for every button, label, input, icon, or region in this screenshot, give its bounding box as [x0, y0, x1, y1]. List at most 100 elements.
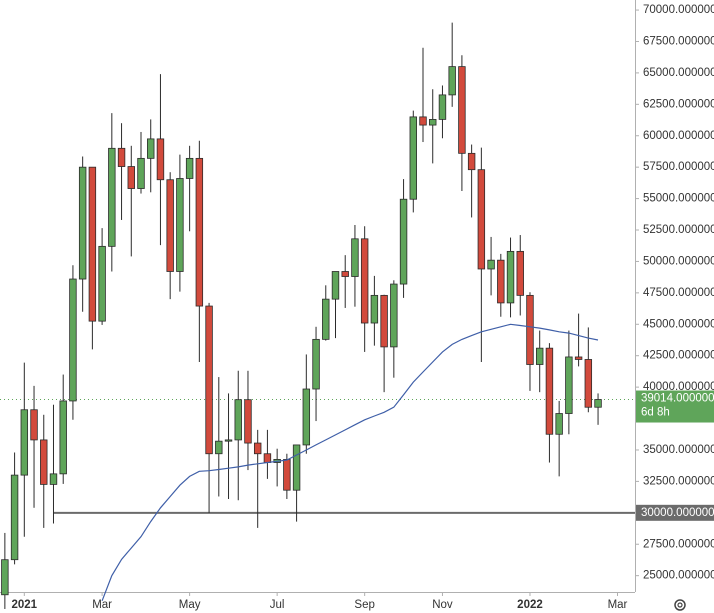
candle: [322, 285, 330, 341]
candle: [147, 119, 155, 193]
candle-body: [565, 356, 573, 414]
candle: [341, 255, 349, 308]
moving-average: [101, 323, 599, 602]
candle: [234, 370, 242, 501]
settings-icon[interactable]: [674, 599, 686, 611]
candle-body: [40, 439, 48, 485]
candle: [555, 400, 563, 477]
candle-body: [555, 413, 563, 435]
candle: [574, 313, 583, 367]
candle: [477, 147, 486, 362]
candle-body: [322, 298, 330, 340]
candle-body: [108, 147, 116, 247]
y-tick-label: 50000.000000: [643, 255, 714, 267]
candle: [535, 330, 544, 393]
candle-body: [263, 453, 272, 463]
candle: [429, 89, 437, 164]
candle-body: [419, 116, 427, 126]
candle: [351, 224, 359, 307]
candle: [117, 123, 126, 220]
x-tick-label: Jul: [270, 599, 285, 611]
candle: [185, 145, 194, 232]
candle-body: [1, 559, 9, 596]
candle-body: [360, 238, 369, 324]
candle: [108, 113, 116, 272]
candle-body: [127, 166, 135, 189]
candle-body: [166, 179, 174, 272]
candle-body: [30, 409, 38, 441]
last-price-label: 39014.000000: [641, 393, 714, 405]
candle-body: [594, 399, 602, 408]
level-price-label: 30000.000000: [641, 507, 714, 519]
candle: [438, 85, 447, 139]
candle: [390, 280, 398, 378]
y-tick-label: 65000.000000: [643, 67, 714, 79]
candle-body: [78, 166, 87, 280]
candle: [215, 377, 223, 497]
candle: [205, 302, 213, 513]
candle-body: [156, 138, 165, 181]
x-tick-label: 2021: [12, 599, 38, 611]
candle: [487, 236, 495, 296]
candle-body: [283, 458, 291, 491]
x-tick-label: 2022: [517, 599, 543, 611]
candle-body: [312, 338, 320, 390]
candle: [30, 385, 38, 508]
y-tick-label: 47500.000000: [643, 287, 714, 299]
candle: [312, 326, 320, 422]
candle: [244, 370, 252, 471]
candle-body: [535, 347, 544, 365]
candle: [302, 354, 311, 454]
candle: [98, 228, 106, 325]
candle: [467, 144, 476, 218]
candle: [399, 179, 408, 298]
candle-body: [351, 238, 359, 277]
candle: [1, 532, 9, 609]
candle-body: [234, 399, 242, 441]
candle: [360, 226, 369, 352]
candle: [10, 452, 19, 565]
candle: [497, 253, 505, 317]
candle-body: [331, 271, 340, 300]
x-tick-label: May: [179, 599, 201, 611]
y-tick-label: 62500.000000: [643, 98, 714, 110]
y-tick-label: 67500.000000: [643, 36, 714, 48]
candle-body: [448, 66, 456, 96]
y-tick-label: 45000.000000: [643, 318, 714, 330]
y-tick-label: 55000.000000: [643, 193, 714, 205]
candle-body: [137, 157, 145, 189]
candle-body: [49, 473, 58, 485]
candle: [195, 140, 204, 362]
countdown-label: 6d 8h: [641, 407, 670, 419]
x-tick-label: Mar: [92, 599, 112, 611]
candle-body: [438, 94, 447, 120]
candle: [78, 156, 87, 312]
candle: [458, 55, 466, 192]
candle: [253, 429, 262, 528]
candle-body: [292, 444, 301, 491]
candle-body: [341, 271, 349, 277]
y-tick-label: 52500.000000: [643, 224, 714, 236]
candle-body: [467, 152, 476, 171]
candle-body: [458, 66, 466, 154]
candle: [127, 145, 135, 257]
candle: [88, 166, 97, 350]
candle-body: [176, 178, 184, 272]
y-tick-label: 42500.000000: [643, 350, 714, 362]
candle: [331, 271, 340, 339]
y-tick-label: 27500.000000: [643, 538, 714, 550]
candle-body: [516, 250, 524, 296]
y-tick-label: 25000.000000: [643, 570, 714, 582]
candle: [545, 343, 554, 463]
y-tick-label: 70000.000000: [643, 4, 714, 16]
candle-body: [380, 294, 388, 348]
x-tick-label: Sep: [354, 599, 374, 611]
candle-body: [487, 259, 495, 270]
candle-body: [497, 259, 505, 304]
candle: [584, 327, 593, 413]
candle-body: [147, 138, 155, 159]
y-tick-label: 60000.000000: [643, 130, 714, 142]
x-tick-label: Mar: [608, 599, 628, 611]
candle-body: [399, 198, 408, 285]
